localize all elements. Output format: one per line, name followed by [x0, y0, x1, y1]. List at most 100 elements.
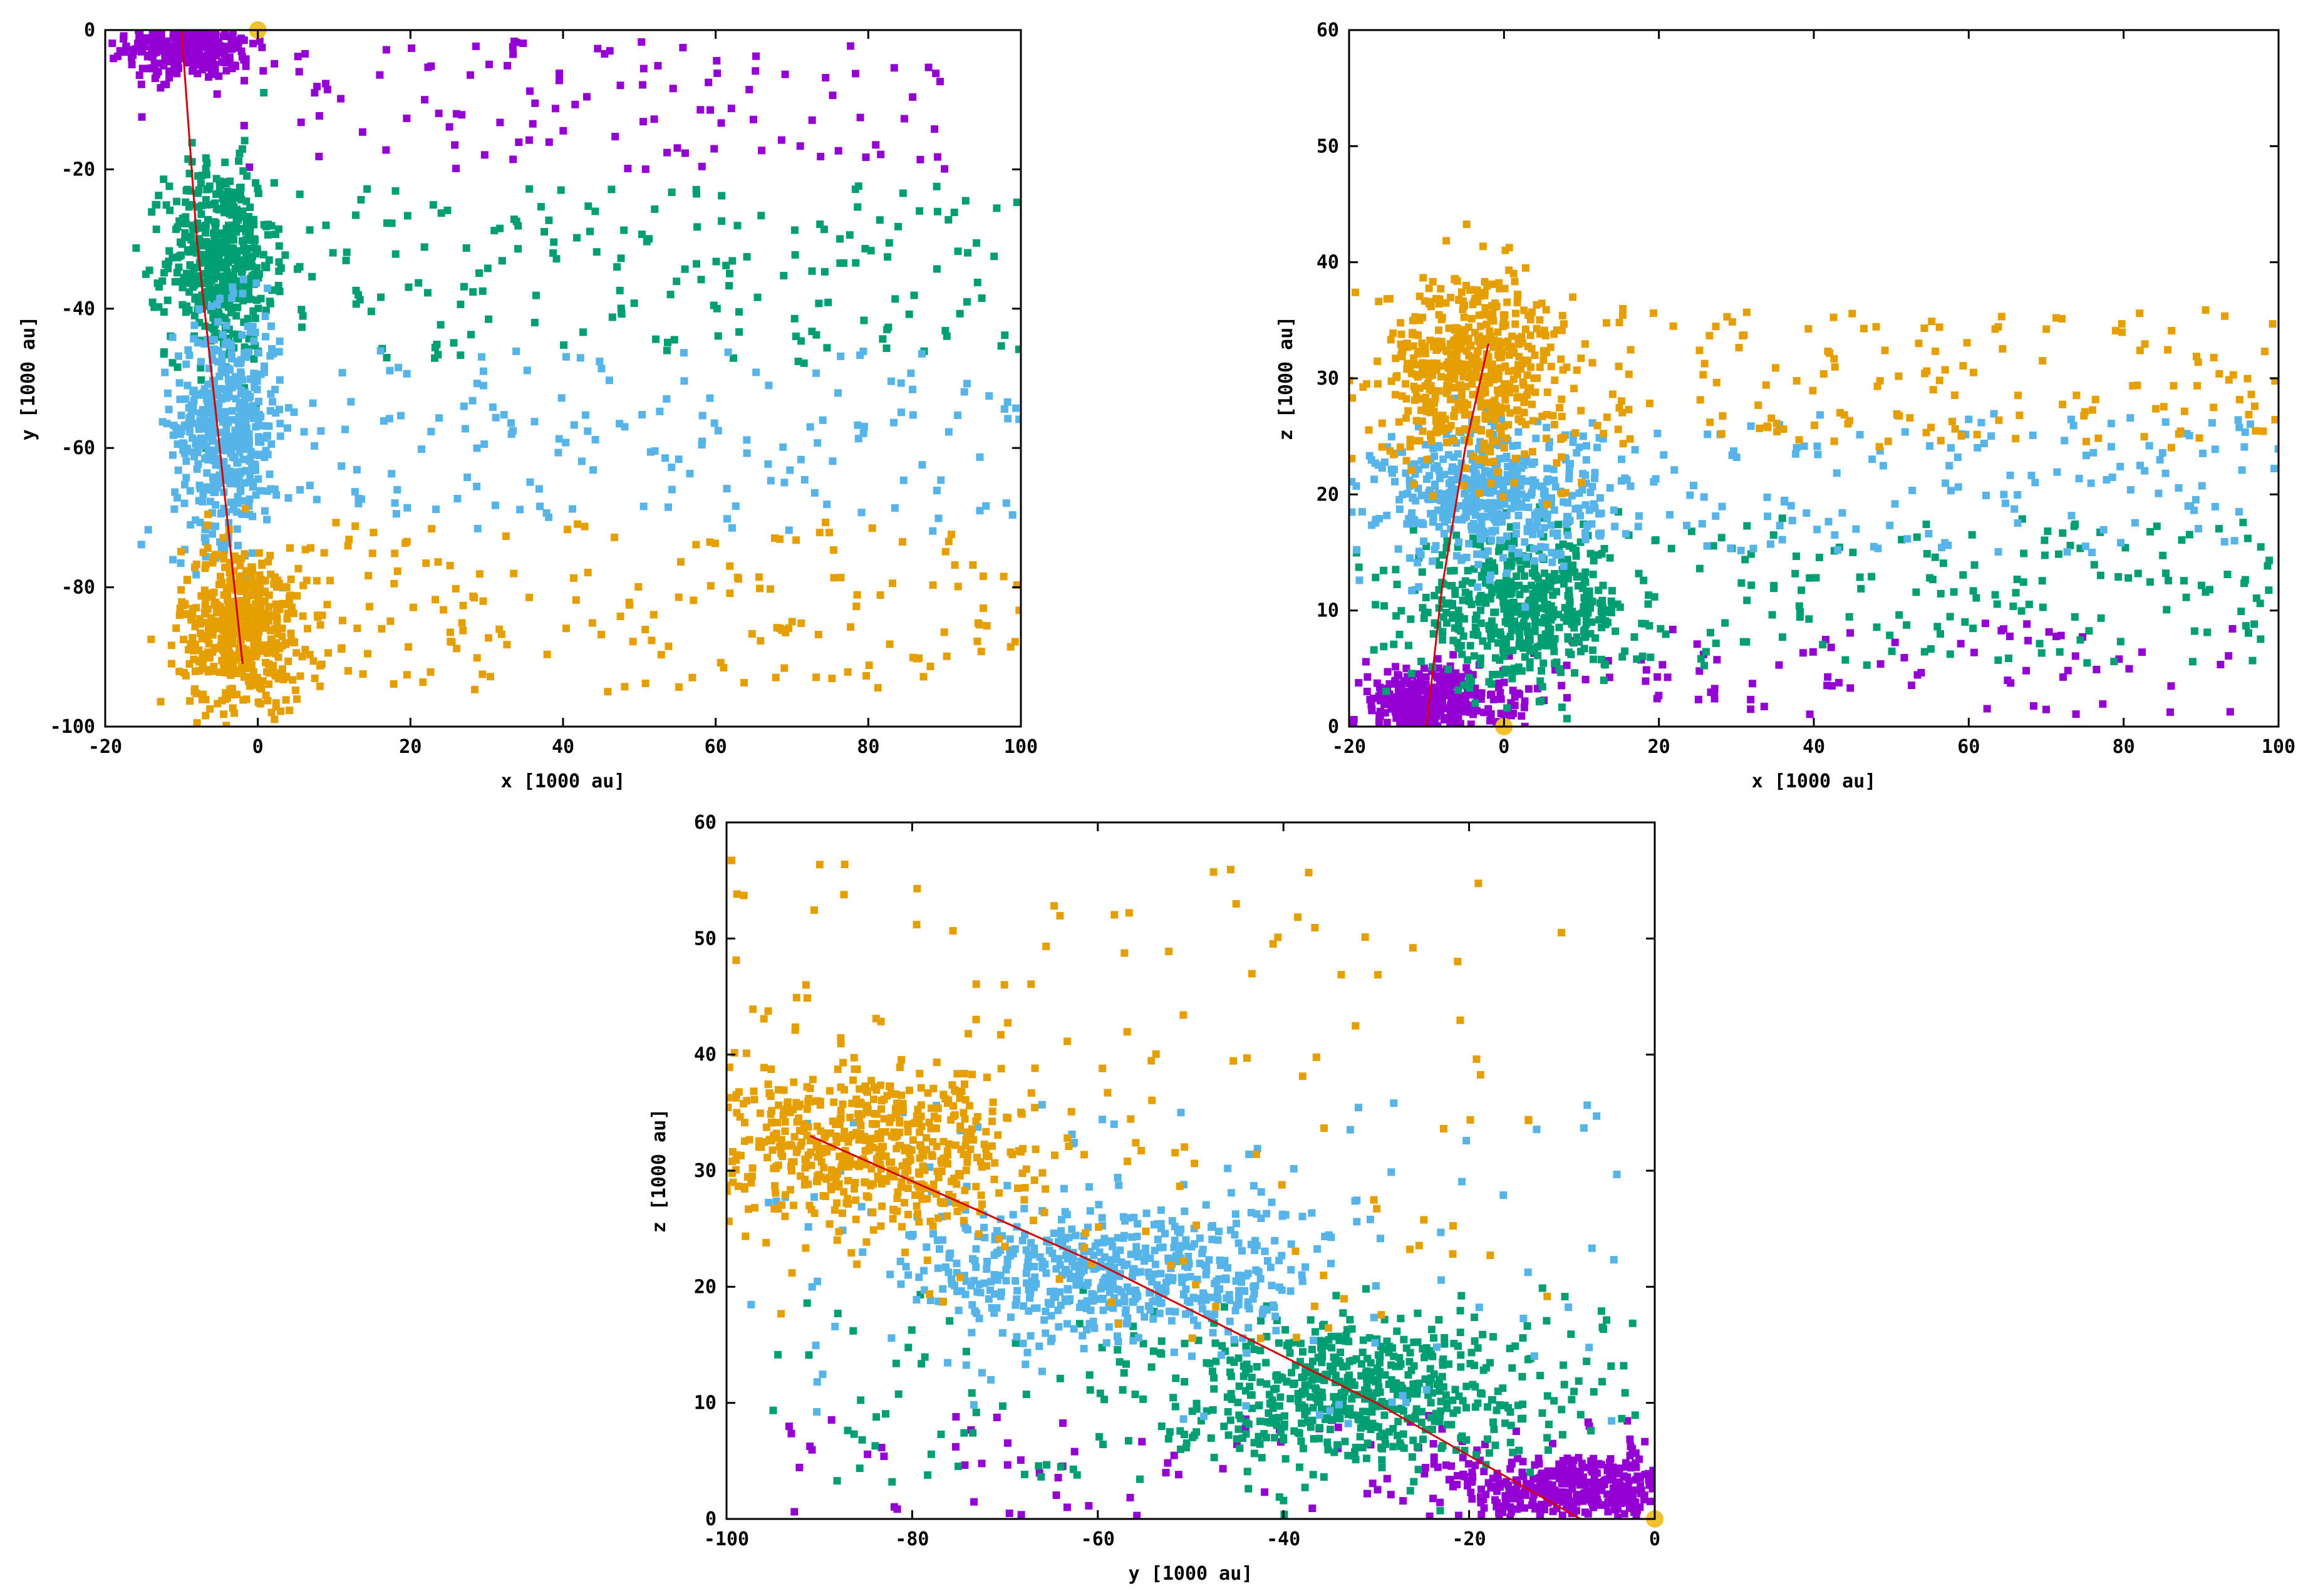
data-point: [847, 623, 855, 631]
data-point: [1963, 339, 1971, 347]
data-point: [232, 194, 241, 202]
data-point: [1658, 661, 1667, 669]
data-point: [2250, 620, 2258, 628]
data-point: [1375, 515, 1384, 523]
data-point: [941, 326, 949, 334]
data-point: [1994, 548, 2002, 556]
data-point: [297, 118, 305, 127]
data-point: [1509, 598, 1518, 606]
data-point: [391, 499, 399, 507]
data-point: [409, 603, 417, 611]
data-point: [1501, 665, 1509, 673]
data-point: [1921, 370, 1929, 378]
data-point: [386, 617, 395, 625]
data-point: [877, 150, 885, 158]
data-point: [1558, 681, 1566, 690]
data-point: [2191, 495, 2200, 504]
data-point: [251, 462, 259, 470]
data-point: [182, 474, 190, 482]
data-point: [172, 624, 180, 632]
data-point: [1523, 457, 1531, 465]
data-point: [460, 402, 468, 410]
data-point: [479, 287, 487, 295]
data-point: [182, 308, 190, 316]
data-point: [306, 482, 314, 489]
data-point: [352, 286, 360, 294]
data-point: [392, 510, 400, 518]
data-point: [669, 85, 677, 93]
data-point: [446, 561, 454, 569]
data-point: [223, 338, 231, 346]
data-point: [1490, 514, 1498, 522]
data-point: [1813, 442, 1821, 450]
data-point: [1833, 469, 1841, 477]
data-point: [227, 202, 235, 210]
data-point: [234, 670, 242, 677]
data-point: [2023, 620, 2031, 628]
data-point: [2042, 705, 2050, 713]
data-point: [250, 370, 258, 378]
data-point: [810, 489, 819, 497]
data-point: [242, 62, 250, 70]
data-point: [1531, 599, 1539, 608]
data-point: [2067, 415, 2075, 423]
data-point: [236, 487, 244, 495]
data-point: [2183, 430, 2191, 438]
data-point: [514, 245, 522, 253]
data-point: [1429, 630, 1437, 638]
data-point: [2195, 434, 2203, 442]
data-point: [1565, 568, 1573, 576]
data-point: [294, 265, 301, 273]
data-point: [192, 293, 200, 301]
data-point: [530, 319, 539, 326]
data-point: [274, 653, 282, 661]
data-point: [376, 71, 384, 79]
data-point: [1510, 463, 1518, 471]
data-point: [220, 660, 228, 668]
data-point: [2225, 652, 2233, 660]
data-point: [1432, 464, 1441, 472]
data-point: [556, 70, 563, 78]
data-point: [1532, 434, 1540, 442]
data-point: [1358, 508, 1366, 516]
data-point: [189, 634, 197, 642]
data-point: [2056, 648, 2064, 656]
data-point: [752, 368, 760, 376]
data-point: [1766, 540, 1774, 548]
data-point: [1429, 277, 1437, 286]
data-point: [1588, 598, 1596, 606]
data-point: [1392, 663, 1400, 671]
data-point: [1737, 579, 1746, 587]
data-point: [1429, 492, 1437, 500]
data-point: [900, 115, 908, 123]
data-point: [367, 308, 375, 316]
data-point: [586, 227, 594, 236]
data-point: [598, 365, 606, 373]
data-point: [162, 39, 170, 47]
data-point: [165, 182, 173, 190]
data-point: [2014, 391, 2022, 400]
data-point: [259, 577, 267, 585]
data-point: [1507, 504, 1515, 512]
data-point: [189, 604, 197, 613]
data-point: [1642, 677, 1650, 685]
data-point: [159, 47, 167, 55]
data-point: [207, 486, 215, 494]
data-point: [1427, 437, 1436, 445]
data-point: [246, 457, 254, 465]
data-point: [929, 527, 937, 535]
data-point: [239, 412, 247, 420]
data-point: [1349, 508, 1356, 516]
data-point: [1589, 571, 1597, 579]
data-point: [1501, 618, 1509, 626]
data-point: [1903, 535, 1912, 543]
data-point: [2215, 525, 2223, 533]
data-point: [217, 287, 225, 295]
data-point: [276, 420, 284, 428]
data-point: [231, 427, 239, 435]
data-point: [1488, 360, 1496, 368]
data-point: [1398, 392, 1406, 400]
data-point: [222, 643, 230, 651]
data-point: [1575, 489, 1583, 497]
data-point: [236, 247, 244, 255]
